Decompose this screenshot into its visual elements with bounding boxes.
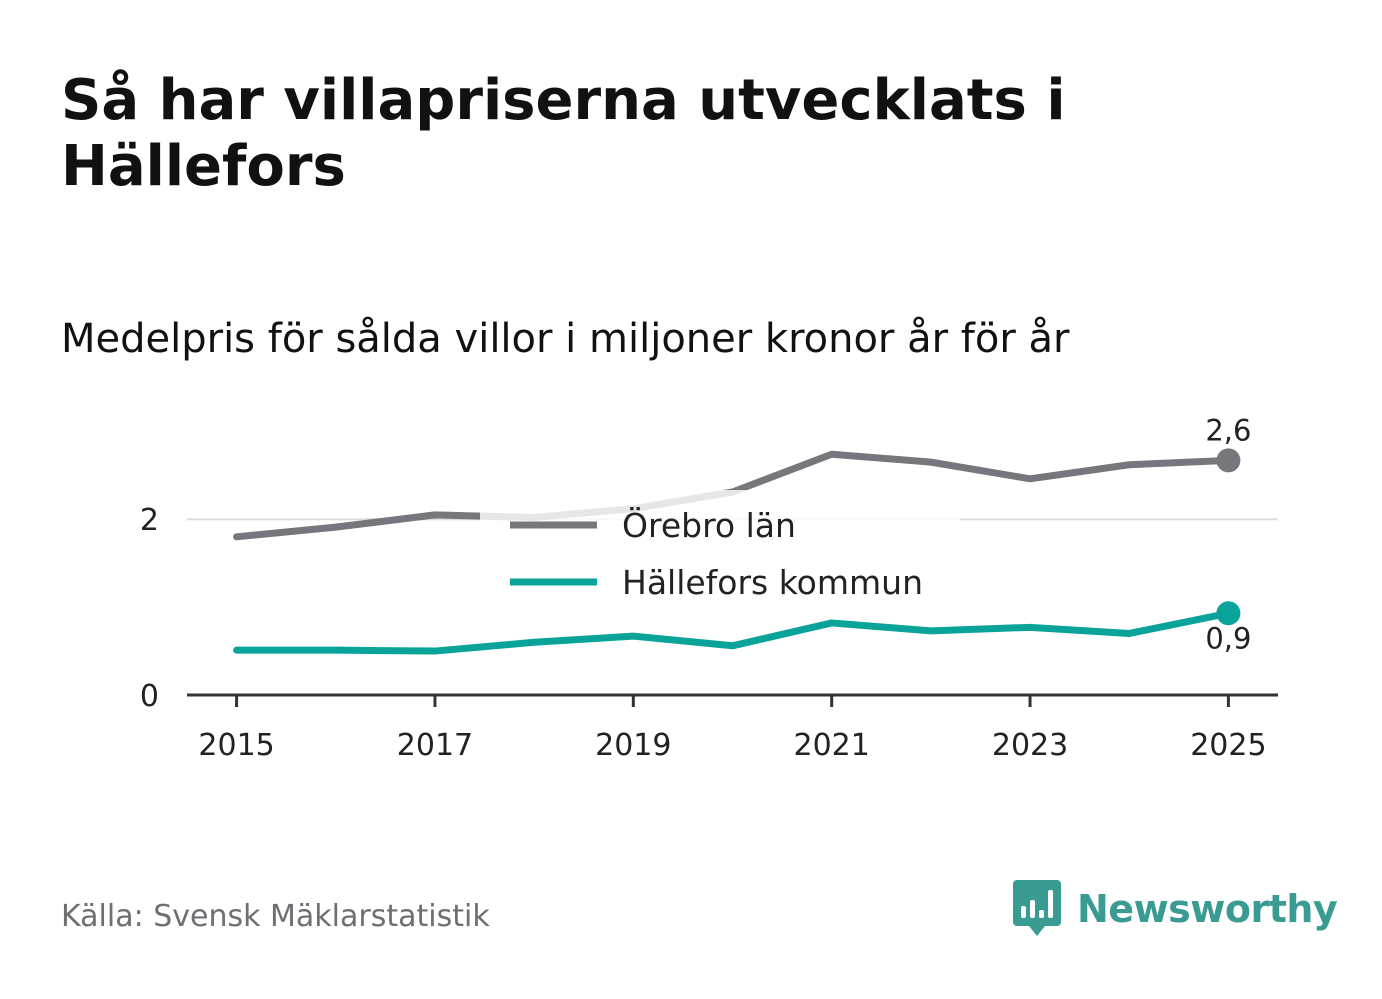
x-tick-label: 2023 — [992, 728, 1068, 763]
legend-background — [480, 490, 960, 615]
brand-name: Newsworthy — [1077, 887, 1338, 931]
brand[interactable]: Newsworthy — [1011, 878, 1338, 940]
legend-label: Örebro län — [622, 505, 796, 545]
source-note: Källa: Svensk Mäklarstatistik — [61, 899, 490, 934]
x-tick-label: 2021 — [794, 728, 870, 763]
legend-label: Hällefors kommun — [622, 563, 923, 602]
data-label: 0,9 — [1205, 621, 1251, 655]
series-end-point — [1216, 448, 1241, 473]
chart-subtitle: Medelpris för sålda villor i miljoner kr… — [61, 316, 1070, 362]
x-tick-label: 2015 — [198, 728, 274, 763]
x-tick-label: 2019 — [595, 728, 671, 763]
data-label: 2,6 — [1205, 413, 1251, 447]
x-tick-label: 2017 — [397, 728, 473, 763]
series-line-hallefors-kommun — [233, 609, 1232, 655]
y-tick-label: 2 — [140, 503, 159, 538]
series-end-point — [1216, 601, 1241, 626]
x-tick-label: 2025 — [1190, 728, 1266, 763]
newsworthy-logo-icon — [1013, 880, 1061, 936]
y-tick-label: 0 — [140, 679, 159, 714]
chart-title: Så har villapriserna utvecklats i Hällef… — [61, 68, 1066, 199]
